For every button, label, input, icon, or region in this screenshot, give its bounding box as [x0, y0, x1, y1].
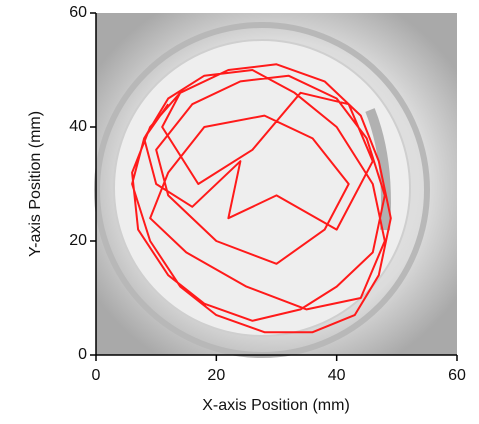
y-tick-label: 60 — [69, 4, 87, 21]
y-tick-label: 20 — [69, 232, 87, 249]
x-tick-label: 60 — [448, 367, 466, 384]
x-axis-label: X-axis Position (mm) — [202, 397, 350, 414]
dish-floor — [113, 39, 411, 337]
shadow — [365, 108, 391, 231]
trajectory — [131, 63, 392, 334]
y-tick-label: 40 — [69, 118, 87, 135]
x-tick-label: 40 — [328, 367, 346, 384]
y-tick-label: 0 — [78, 346, 87, 363]
x-tick-label: 0 — [92, 367, 101, 384]
y-axis-label: Y-axis Position (mm) — [27, 111, 44, 257]
x-tick-label: 20 — [207, 367, 225, 384]
